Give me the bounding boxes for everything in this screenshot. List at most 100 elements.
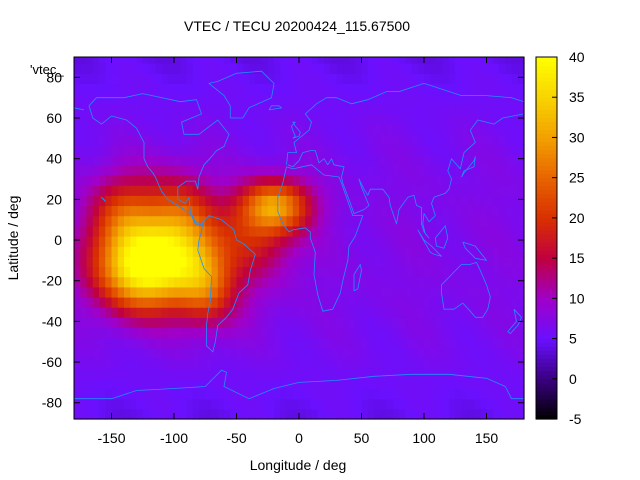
heatmap-cell: [417, 164, 425, 176]
heatmap-cell: [280, 337, 288, 349]
heatmap-cell: [267, 134, 275, 146]
heatmap-cell: [355, 124, 363, 135]
heatmap-cell: [405, 307, 413, 318]
heatmap-cell: [311, 144, 319, 156]
heatmap-cell: [99, 357, 106, 369]
heatmap-cell: [161, 83, 169, 95]
heatmap-cell: [374, 286, 381, 298]
heatmap-cell: [480, 317, 488, 329]
heatmap-cell: [280, 256, 288, 268]
heatmap-cell: [111, 83, 119, 95]
heatmap-cell: [149, 256, 156, 268]
coastlines: [73, 70, 525, 400]
heatmap-cell: [199, 164, 206, 176]
heatmap-cell: [299, 347, 306, 359]
heatmap-cell: [130, 195, 138, 207]
heatmap-cell: [117, 154, 125, 166]
heatmap-cell: [92, 276, 100, 288]
heatmap-cell: [249, 57, 256, 64]
heatmap-cell: [305, 398, 313, 410]
heatmap-cell: [442, 164, 450, 176]
heatmap-cell: [474, 134, 481, 146]
heatmap-cell: [180, 185, 188, 196]
heatmap-cell: [149, 164, 156, 176]
heatmap-cell: [392, 378, 400, 390]
heatmap-cell: [324, 205, 331, 217]
heatmap-cell: [149, 307, 156, 318]
heatmap-cell: [474, 57, 481, 64]
heatmap-cell: [261, 134, 269, 146]
heatmap-cell: [461, 307, 469, 318]
heatmap-cell: [392, 307, 400, 318]
heatmap-cell: [236, 63, 244, 74]
heatmap-cell: [342, 164, 350, 176]
heatmap-cell: [205, 286, 213, 298]
heatmap-cell: [192, 83, 200, 95]
heatmap-cell: [367, 307, 375, 318]
heatmap-cell: [174, 246, 181, 257]
heatmap-cell: [274, 296, 281, 308]
heatmap-cell: [174, 57, 181, 64]
heatmap-cell: [161, 93, 169, 105]
heatmap-cell: [517, 266, 525, 278]
heatmap-cell: [292, 103, 300, 115]
heatmap-cell: [92, 246, 100, 257]
heatmap-cell: [392, 357, 400, 369]
heatmap-cell: [124, 164, 131, 176]
heatmap-cell: [411, 124, 419, 135]
heatmap-cell: [74, 398, 81, 410]
heatmap-cell: [436, 164, 444, 176]
heatmap-cell: [361, 256, 369, 268]
heatmap-cell: [330, 296, 338, 308]
heatmap-cell: [374, 134, 381, 146]
heatmap-cell: [155, 368, 163, 379]
x-tick-label: -50: [226, 430, 246, 446]
heatmap-cell: [517, 327, 525, 339]
heatmap-cell: [317, 195, 325, 207]
heatmap-cell: [292, 73, 300, 85]
colorbar-segment: [536, 173, 557, 179]
heatmap-cell: [324, 286, 331, 298]
heatmap-cell: [442, 276, 450, 288]
y-tick-label: 40: [46, 151, 62, 167]
heatmap-cell: [274, 174, 281, 186]
heatmap-cell: [317, 408, 325, 420]
heatmap-cell: [399, 327, 406, 339]
heatmap-cell: [449, 103, 456, 115]
heatmap-cell: [111, 144, 119, 156]
heatmap-cell: [286, 215, 294, 227]
heatmap-cell: [199, 134, 206, 146]
heatmap-cell: [417, 225, 425, 237]
heatmap-cell: [305, 408, 313, 420]
heatmap-cell: [474, 347, 481, 359]
heatmap-cell: [330, 174, 338, 186]
heatmap-cell: [342, 235, 350, 247]
heatmap-cell: [430, 337, 438, 349]
heatmap-cell: [392, 215, 400, 227]
heatmap-cell: [161, 205, 169, 217]
heatmap-cell: [349, 408, 356, 420]
heatmap-cell: [324, 317, 331, 329]
heatmap-cell: [380, 347, 388, 359]
heatmap-cell: [517, 63, 525, 74]
heatmap-cell: [355, 256, 363, 268]
heatmap-cell: [374, 83, 381, 95]
heatmap-cell: [499, 164, 506, 176]
heatmap-cell: [317, 317, 325, 329]
coastline: [441, 261, 491, 318]
heatmap-cell: [380, 195, 388, 207]
heatmap-cell: [161, 246, 169, 257]
heatmap-cell: [505, 154, 513, 166]
heatmap-cell: [374, 317, 381, 329]
heatmap-cell: [136, 164, 144, 176]
colorbar-segment: [536, 254, 557, 259]
heatmap-cell: [99, 215, 106, 227]
heatmap-cell: [499, 266, 506, 278]
heatmap-cell: [199, 83, 206, 95]
heatmap-cell: [455, 266, 463, 278]
heatmap-cell: [236, 205, 244, 217]
heatmap-cell: [299, 225, 306, 237]
heatmap-cell: [242, 368, 250, 379]
heatmap-cell: [242, 83, 250, 95]
heatmap-cell: [230, 103, 238, 115]
